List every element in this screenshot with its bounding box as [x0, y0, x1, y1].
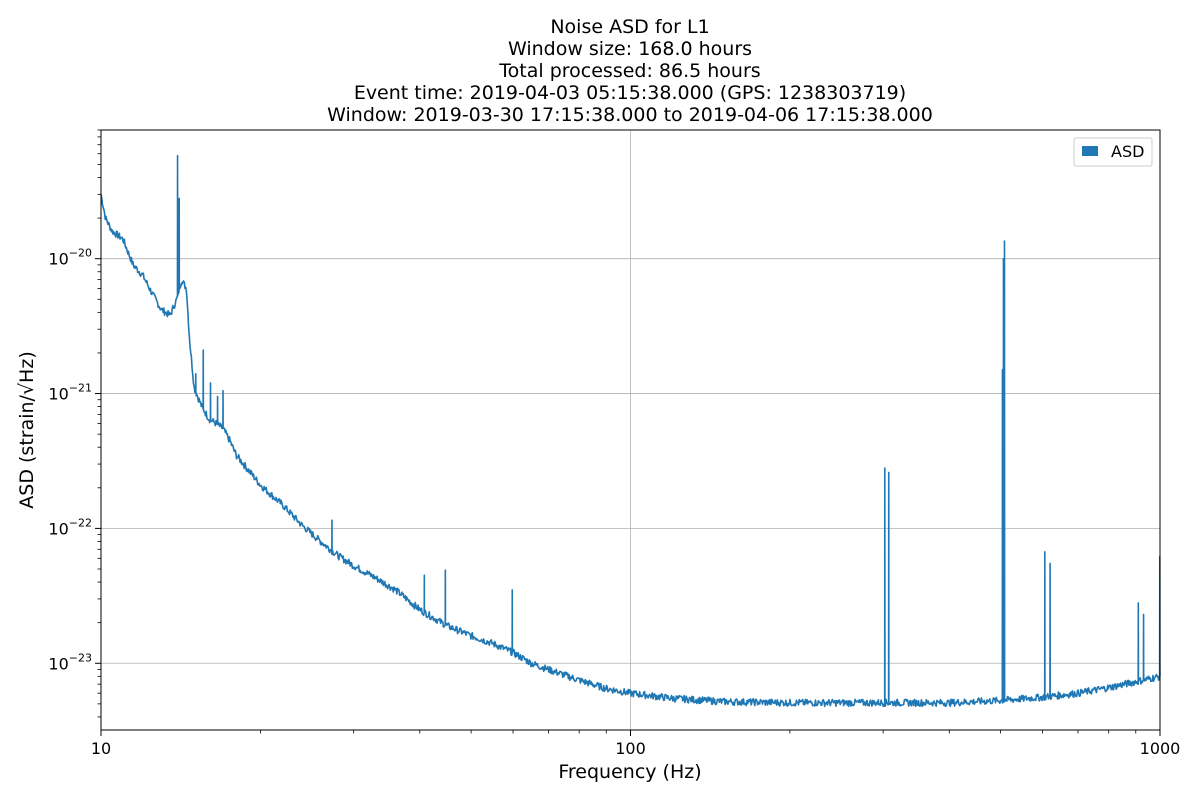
y-axis-ticks: 10−20 10−21 10−22 10−23	[48, 129, 101, 718]
title-line-5: Window: 2019-03-30 17:15:38.000 to 2019-…	[327, 104, 933, 126]
y-tick-label: 10−20	[48, 247, 92, 269]
x-tick-label: 100	[615, 739, 646, 758]
x-axis-ticks: 10 100 1000	[91, 730, 1181, 758]
legend-swatch	[1082, 146, 1098, 156]
legend: ASD	[1073, 137, 1153, 167]
title-line-2: Window size: 168.0 hours	[508, 38, 752, 60]
title-line-3: Total processed: 86.5 hours	[498, 60, 760, 82]
x-tick-label: 1000	[1140, 739, 1181, 758]
x-tick-label: 10	[91, 739, 111, 758]
y-tick-label: 10−23	[48, 651, 92, 673]
legend-label: ASD	[1111, 142, 1144, 161]
title-line-1: Noise ASD for L1	[550, 16, 709, 38]
title-line-4: Event time: 2019-04-03 05:15:38.000 (GPS…	[354, 82, 906, 104]
asd-series-line	[100, 154, 1161, 708]
chart-title: Noise ASD for L1 Window size: 168.0 hour…	[327, 16, 933, 126]
legend-box	[1073, 137, 1153, 167]
y-tick-label: 10−22	[48, 516, 92, 538]
x-axis-label: Frequency (Hz)	[558, 761, 701, 783]
series-group	[100, 154, 1161, 708]
y-tick-label: 10−21	[48, 382, 92, 404]
y-axis-label: ASD (strain/√Hz)	[16, 351, 38, 508]
